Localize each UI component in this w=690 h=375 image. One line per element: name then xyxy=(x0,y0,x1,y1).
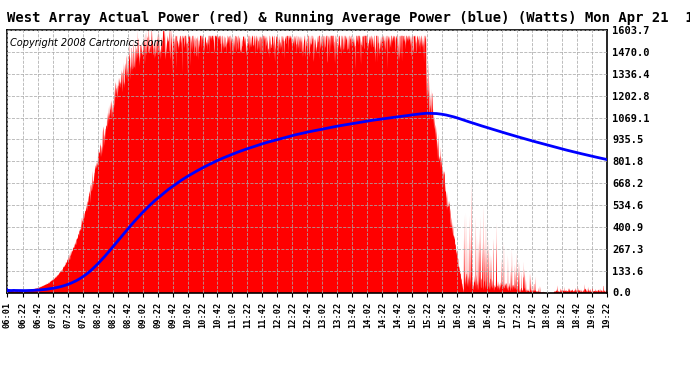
Text: Copyright 2008 Cartronics.com: Copyright 2008 Cartronics.com xyxy=(10,38,163,48)
Text: West Array Actual Power (red) & Running Average Power (blue) (Watts) Mon Apr 21 : West Array Actual Power (red) & Running … xyxy=(7,11,690,26)
